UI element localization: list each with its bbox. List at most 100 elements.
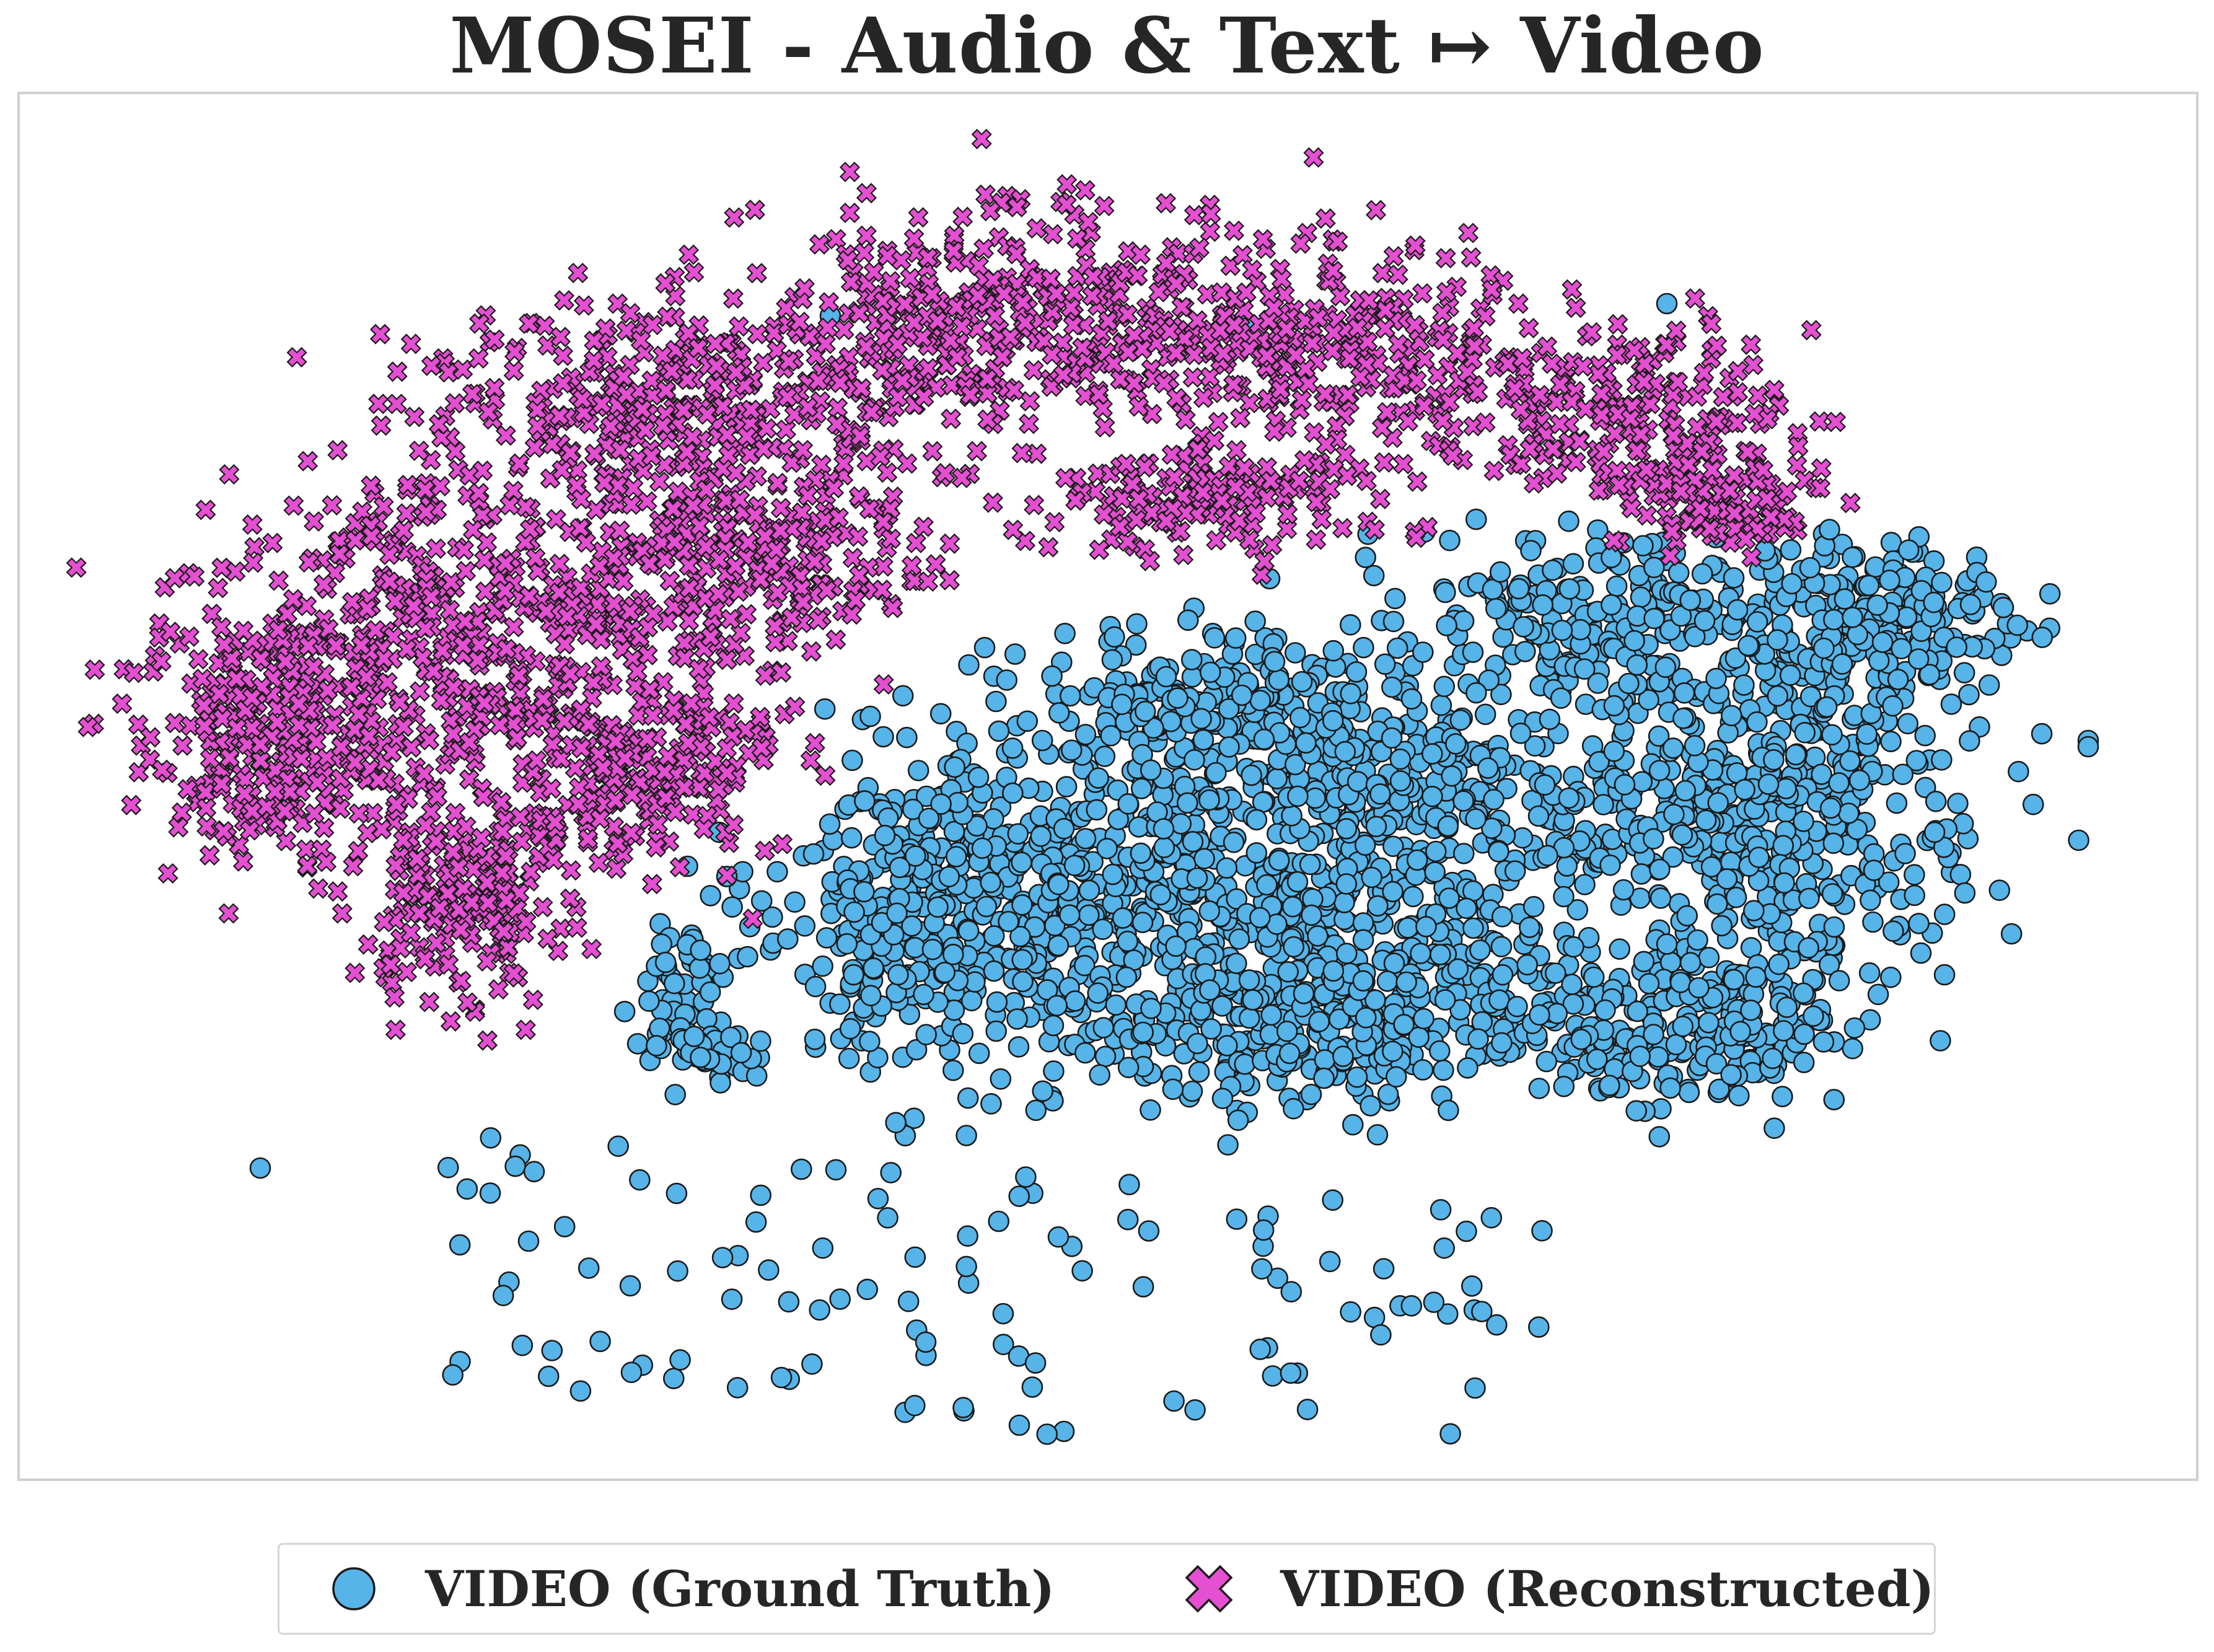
ground-truth-point	[1381, 727, 1403, 749]
ground-truth-point	[1897, 539, 1920, 561]
ground-truth-point	[1465, 508, 1487, 530]
ground-truth-point	[915, 1331, 937, 1353]
ground-truth-point	[1693, 610, 1716, 632]
ground-truth-point	[843, 964, 864, 986]
ground-truth-point	[1586, 1048, 1608, 1070]
ground-truth-point	[1367, 895, 1389, 917]
ground-truth-point	[1940, 693, 1962, 715]
ground-truth-point	[1659, 1077, 1681, 1099]
ground-truth-point	[1249, 907, 1271, 929]
ground-truth-point	[1643, 607, 1665, 630]
ground-truth-point	[1242, 989, 1263, 1011]
ground-truth-point	[836, 933, 858, 955]
ground-truth-point	[1130, 778, 1153, 799]
ground-truth-point	[1723, 567, 1745, 589]
ground-truth-point	[1181, 649, 1203, 670]
ground-truth-point	[613, 1001, 636, 1022]
ground-truth-point	[1630, 586, 1652, 609]
ground-truth-point	[1430, 694, 1452, 716]
ground-truth-point	[1167, 687, 1188, 709]
ground-truth-point	[1073, 954, 1096, 977]
ground-truth-point	[1087, 982, 1109, 1004]
ground-truth-point	[1631, 771, 1653, 793]
ground-truth-point	[1887, 669, 1909, 690]
ground-truth-point	[934, 962, 955, 983]
ground-truth-point	[1187, 1032, 1208, 1055]
ground-truth-point	[1421, 786, 1443, 807]
ground-truth-point	[1447, 958, 1469, 980]
ground-truth-point	[1490, 936, 1513, 957]
ground-truth-point	[1743, 900, 1765, 921]
ground-truth-point	[1340, 683, 1362, 705]
ground-truth-point	[860, 985, 882, 1006]
ground-truth-point	[737, 946, 758, 968]
ground-truth-point	[1492, 626, 1514, 648]
ground-truth-point	[1897, 713, 1919, 735]
ground-truth-point	[1734, 779, 1755, 801]
ground-truth-point	[1008, 1036, 1030, 1058]
ground-truth-point	[1286, 871, 1309, 893]
ground-truth-point	[1679, 952, 1702, 973]
ground-truth-point	[1707, 792, 1729, 814]
ground-truth-point	[819, 813, 841, 835]
ground-truth-point	[626, 1033, 649, 1055]
ground-truth-point	[1041, 665, 1063, 687]
ground-truth-point	[1764, 1117, 1785, 1139]
ground-truth-point	[1224, 627, 1247, 649]
ground-truth-point	[541, 1340, 563, 1361]
ground-truth-point	[1322, 960, 1345, 982]
ground-truth-point	[1016, 710, 1039, 732]
ground-truth-point	[1430, 944, 1451, 965]
ground-truth-point	[1698, 947, 1720, 969]
ground-truth-point	[1104, 626, 1125, 648]
ground-truth-point	[1665, 1034, 1687, 1056]
ground-truth-point	[664, 972, 685, 995]
ground-truth-point	[1925, 791, 1947, 812]
ground-truth-point	[1947, 793, 1969, 814]
ground-truth-point	[1975, 571, 1997, 593]
ground-truth-point	[1086, 799, 1108, 821]
ground-truth-point	[1813, 637, 1835, 659]
ground-truth-point	[1096, 838, 1118, 859]
ground-truth-point	[1527, 805, 1550, 827]
ground-truth-point	[1181, 1080, 1203, 1102]
ground-truth-point	[1313, 1067, 1335, 1089]
ground-truth-point	[1930, 1030, 1951, 1052]
ground-truth-point	[892, 685, 914, 707]
ground-truth-point	[1592, 794, 1614, 815]
ground-truth-point	[1366, 1124, 1389, 1146]
ground-truth-point	[1880, 966, 1902, 988]
ground-truth-point	[1453, 843, 1475, 864]
ground-truth-point	[1535, 1050, 1558, 1073]
ground-truth-point	[2031, 626, 2054, 648]
ground-truth-point	[1253, 728, 1275, 750]
ground-truth-point	[1842, 547, 1863, 568]
ground-truth-point	[1842, 1037, 1863, 1060]
ground-truth-point	[863, 957, 884, 979]
ground-truth-point	[449, 1234, 471, 1256]
ground-truth-point	[838, 1047, 860, 1070]
ground-truth-point	[1340, 613, 1361, 636]
ground-truth-point	[944, 756, 965, 778]
ground-truth-point	[1262, 1365, 1284, 1387]
ground-truth-point	[1094, 1045, 1117, 1068]
ground-truth-point	[867, 1188, 889, 1210]
ground-truth-point	[1060, 685, 1081, 707]
ground-truth-point	[1046, 995, 1068, 1017]
ground-truth-point	[1695, 809, 1717, 831]
ground-truth-point	[1260, 1004, 1282, 1026]
ground-truth-point	[1519, 916, 1540, 938]
ground-truth-point	[1190, 1000, 1212, 1021]
ground-truth-point	[1740, 1000, 1762, 1021]
ground-truth-point	[1074, 1042, 1096, 1064]
ground-truth-point	[1828, 772, 1850, 794]
ground-truth-point	[1477, 757, 1499, 779]
ground-truth-point	[985, 1020, 1007, 1042]
ground-truth-point	[690, 1047, 711, 1068]
ground-truth-point	[1772, 1086, 1793, 1107]
ground-truth-point	[1687, 929, 1708, 951]
ground-truth-point	[1193, 848, 1215, 869]
ground-truth-point	[1263, 651, 1286, 672]
ground-truth-point	[1923, 591, 1944, 613]
ground-truth-point	[1949, 864, 1972, 885]
